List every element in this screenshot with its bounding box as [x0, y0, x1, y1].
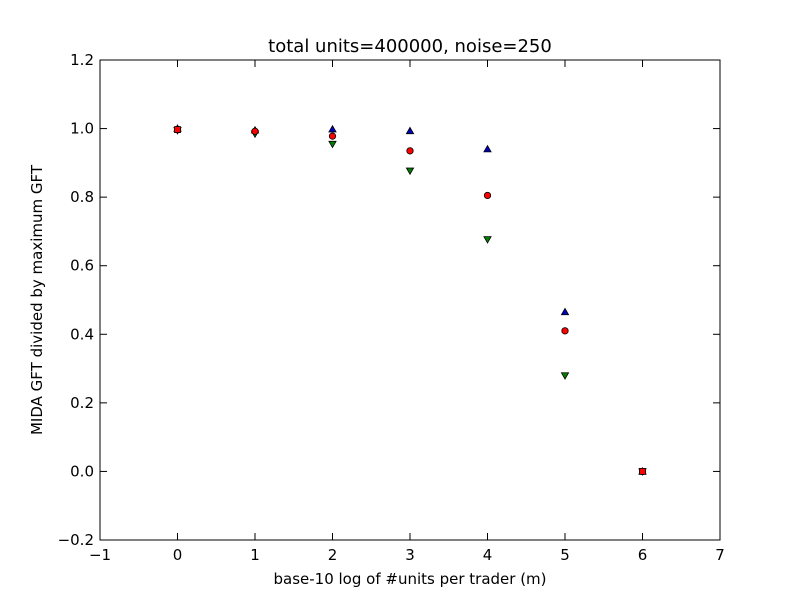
- point-triangle-down: [405, 167, 415, 176]
- x-tick-label: 7: [715, 546, 725, 564]
- point-triangle-down: [483, 236, 492, 244]
- point-circle: [406, 147, 414, 155]
- point-triangle-up: [483, 144, 492, 153]
- x-tick-label: 2: [328, 546, 338, 564]
- plot-area: [99, 59, 721, 541]
- y-tick-label: 0.4: [70, 325, 94, 343]
- point-triangle-up: [560, 307, 570, 316]
- point-circle: [483, 191, 492, 200]
- y-tick-label: −0.2: [58, 531, 94, 549]
- y-tick-label: 1.2: [70, 51, 94, 69]
- point-triangle-up: [405, 126, 415, 135]
- x-axis-label: base-10 log of #units per trader (m): [273, 570, 546, 588]
- point-triangle-down: [560, 372, 570, 380]
- point-square: [174, 126, 181, 133]
- y-tick-label: 0.0: [70, 462, 94, 480]
- x-tick-label: 1: [250, 546, 260, 564]
- tick-labels: −1 0 1 2 3 4 5 6 7 −0.2 0.0 0.2 0.4 0.6 0.8 1.0 1.2: [58, 51, 725, 564]
- y-tick-label: 0.8: [70, 188, 94, 206]
- point-square: [639, 468, 646, 475]
- y-tick-label: 0.6: [70, 257, 94, 275]
- point-triangle-down: [328, 140, 337, 149]
- x-tick-label: 4: [483, 546, 493, 564]
- data-points: [173, 124, 647, 476]
- point-triangle-up: [328, 124, 337, 133]
- tick-marks: [99, 59, 721, 541]
- x-tick-label: 0: [173, 546, 183, 564]
- y-tick-label: 0.2: [70, 394, 94, 412]
- x-tick-label: 5: [560, 546, 570, 564]
- chart-title: total units=400000, noise=250: [268, 36, 552, 57]
- point-circle: [561, 327, 569, 335]
- x-tick-label: 3: [405, 546, 415, 564]
- y-tick-label: 1.0: [70, 120, 94, 138]
- point-circle: [251, 127, 259, 135]
- point-circle: [328, 132, 337, 140]
- x-tick-label: −1: [89, 546, 111, 564]
- y-axis-label: MIDA GFT divided by maximum GFT: [28, 164, 46, 435]
- x-tick-label: 6: [638, 546, 648, 564]
